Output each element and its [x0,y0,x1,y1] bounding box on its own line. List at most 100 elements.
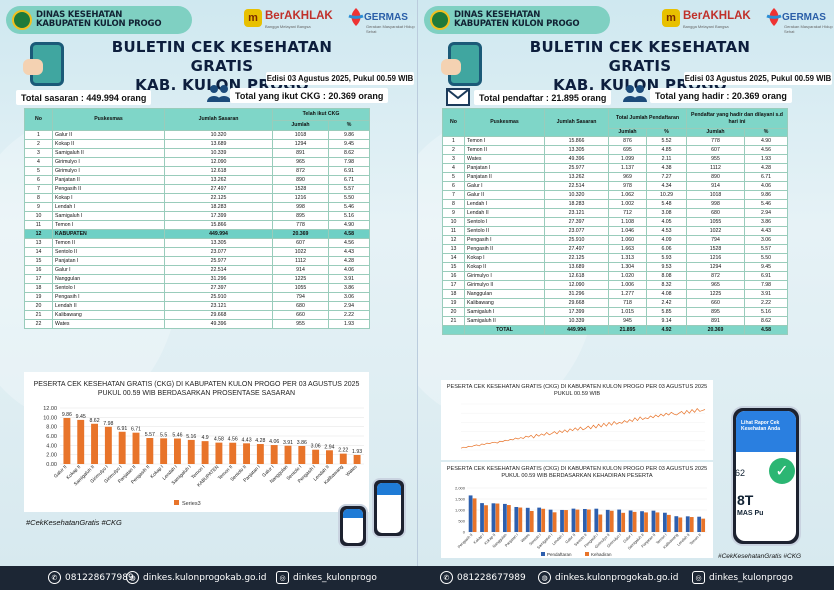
table-cell: Galur I [464,181,545,191]
table-cell: Kokap II [464,262,545,272]
table-cell: 2 [24,139,53,149]
table-cell: 17 [442,280,465,290]
table-cell: 4.92 [646,325,687,335]
bar [146,438,154,464]
legend-swatch [585,552,589,556]
table-cell: 4.85 [646,145,687,155]
col-puskesmas: Puskesmas [52,108,165,131]
table-row: 22 Wates 49.396 955 1.93 [24,319,371,329]
y-tick-label: 12.00 [43,406,57,412]
table-cell: 965 [686,280,745,290]
x-tick-label: Wates [520,533,530,543]
table-row: 7 Pengasih II 27.497 1528 5.57 [24,184,371,194]
table-cell: 1018 [272,130,329,140]
table-cell: Kalibawang [52,310,165,320]
bar [587,509,591,532]
bar [353,454,361,464]
table-cell: Samigaluh I [464,307,545,317]
table-cell: Sentolo I [52,283,165,293]
phone-small-icon [338,504,368,548]
footer-website[interactable]: ◍ dinkes.kulonprogokab.go.id [126,571,266,584]
table-cell: 16 [442,271,465,281]
footer-phone[interactable]: ✆ 081228677989 [440,571,526,584]
berakhlak-icon: m [662,8,680,27]
bar [525,507,530,532]
table-cell: 1055 [686,217,745,227]
table-cell: 872 [272,166,329,176]
table-row: 6 Galur I 22.514 978 4.34 914 4.06 [442,181,788,191]
legend-label: Pendaftaran [547,552,572,557]
legend-swatch [174,500,179,505]
envelope-icon [446,88,470,106]
bar [564,510,568,532]
table-cell: Pengasih I [464,235,545,245]
table-cell: 17.399 [544,307,609,317]
footer-website[interactable]: ◍ dinkes.kulonprogokab.go.id [538,571,678,584]
footer-phone[interactable]: ✆ 081228677989 [48,571,134,584]
table-cell: 13.689 [164,139,273,149]
table-cell: Wates [52,319,165,329]
table-cell: 5.46 [744,199,788,209]
table-cell: 49.396 [164,319,273,329]
table-cell: 5.93 [646,253,687,263]
total-pendaftar: Total pendaftar : 21.895 orang [474,90,612,105]
table-cell: 12.618 [164,166,273,176]
table-cell: 7.27 [646,172,687,182]
table-cell: 6.71 [327,175,371,185]
col-ikut: Telah ikut CKG [271,108,371,121]
data-label: 6.71 [131,427,141,433]
table-cell: 2.11 [646,154,687,164]
data-label: 4.56 [228,437,238,443]
trend-line-chart [460,403,706,451]
phone-small-text: MAS Pu [737,510,764,517]
footer-instagram[interactable]: ◎ dinkes_kulonprogo [276,571,377,584]
table-cell: 29.668 [164,310,273,320]
table-cell: 8 [442,199,465,209]
chart-title: PESERTA CEK KESEHATAN GRATIS (CKG) DI KA… [33,381,360,397]
y-tick-label: 1,000 [455,508,466,513]
table-cell: 12.090 [544,280,609,290]
table-cell: 1216 [272,193,329,203]
bar [655,512,660,532]
table-row: 14 Kokap I 22.125 1.313 5.93 1216 5.50 [442,253,788,263]
bar [594,508,599,532]
table-cell: 1.002 [608,199,647,209]
data-label: 8.62 [89,418,99,424]
table-cell: 4.34 [646,181,687,191]
table-cell: 4.06 [327,265,371,275]
table-row: 7 Galur II 10.320 1.062 10.29 1018 9.86 [442,190,788,200]
bar [617,509,622,532]
x-tick-label: Lendah I [552,533,565,546]
bar [674,516,679,532]
table-cell: Temon II [464,145,545,155]
table-cell: KABUPATEN [52,229,165,239]
bar [575,509,580,532]
data-label: 6.91 [117,426,127,432]
table-cell: 914 [686,181,745,191]
table-cell: 3.86 [327,283,371,293]
table-cell: 6 [24,175,53,185]
chart1-title: PESERTA CEK KESEHATAN GRATIS (CKG) DI KA… [446,384,708,397]
table-row: 1 Temon I 15.866 876 5.52 778 4.90 [442,136,788,146]
table-cell: 4.28 [327,256,371,266]
phone-large-icon [372,478,406,538]
table-cell: 1528 [272,184,329,194]
data-label: 4.43 [241,437,251,443]
table-cell: 607 [686,145,745,155]
table-cell: 1 [24,130,53,140]
table-cell: 23.077 [164,247,273,257]
table-row: 14 Sentolo II 23.077 1022 4.43 [24,247,371,257]
table-cell: 4.05 [646,217,687,227]
bar [507,505,511,532]
table-cell: 19 [442,298,465,308]
table-cell: 5.48 [646,199,687,209]
bar [548,509,553,532]
table-cell: 13 [24,238,53,248]
globe-icon: ◍ [538,571,551,584]
footer-instagram[interactable]: ◎ dinkes_kulonprogo [692,571,793,584]
data-label: 7.98 [103,421,113,427]
data-label: 4.9 [201,435,208,441]
table-cell: 5.85 [646,307,687,317]
table-cell: 9.86 [744,190,788,200]
table-cell: 10.29 [646,190,687,200]
